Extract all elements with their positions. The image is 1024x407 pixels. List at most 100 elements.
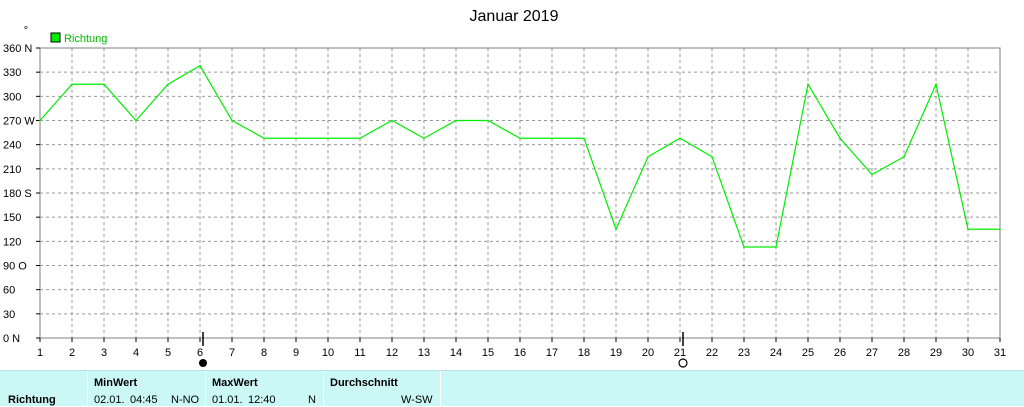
chart-title: Januar 2019 — [470, 8, 559, 25]
data-point — [71, 83, 73, 86]
y-tick-label: 240 — [3, 140, 21, 152]
data-point — [519, 137, 521, 140]
x-tick-label: 12 — [386, 347, 398, 359]
data-point — [551, 137, 553, 140]
x-tick-label: 18 — [578, 347, 590, 359]
x-tick-label: 15 — [482, 347, 494, 359]
x-tick-label: 10 — [322, 347, 334, 359]
max-date: 01.01. — [212, 394, 243, 406]
data-point — [295, 137, 297, 140]
x-tick-label: 6 — [197, 347, 203, 359]
stats-row-label-cell: Richtung — [0, 371, 88, 407]
legend: Richtung — [50, 32, 107, 45]
data-point — [487, 119, 489, 122]
data-point — [39, 119, 41, 122]
x-tick-label: 13 — [418, 347, 430, 359]
y-tick-label: 330 — [3, 67, 21, 79]
x-tick-label: 2 — [69, 347, 75, 359]
x-tick-label: 8 — [261, 347, 267, 359]
stats-row-label: Richtung — [8, 394, 56, 406]
y-tick-label: 300 — [3, 91, 21, 103]
x-tick-label: 7 — [229, 347, 235, 359]
x-tick-label: 28 — [898, 347, 910, 359]
legend-swatch — [50, 32, 61, 43]
data-point — [647, 155, 649, 158]
x-tick-label: 14 — [450, 347, 462, 359]
min-value: N-NO — [171, 394, 200, 406]
data-point — [199, 64, 201, 67]
data-point — [167, 83, 169, 86]
max-time: 12:40 — [248, 394, 276, 406]
data-point — [775, 246, 777, 248]
min-date: 02.01. — [94, 394, 125, 406]
data-point — [231, 119, 233, 122]
y-tick-label: 90 O — [3, 261, 27, 273]
y-tick-label: 360 N — [3, 43, 32, 55]
x-tick-label: 19 — [610, 347, 622, 359]
y-tick-label: 60 — [3, 285, 15, 297]
avg-cell: Durchschnitt W-SW — [324, 371, 441, 407]
x-tick-label: 31 — [994, 347, 1006, 359]
y-tick-label: 30 — [3, 309, 15, 321]
min-cell: MinWert 02.01. 04:45 N-NO — [88, 371, 206, 407]
data-point — [871, 173, 873, 176]
data-point — [583, 137, 585, 140]
new-moon-icon — [199, 359, 207, 367]
data-point — [263, 137, 265, 140]
x-tick-label: 25 — [802, 347, 814, 359]
y-tick-label: 210 — [3, 164, 21, 176]
x-tick-label: 9 — [293, 347, 299, 359]
x-tick-label: 11 — [354, 347, 365, 359]
y-tick-label: 270 W — [3, 116, 35, 128]
x-tick-label: 23 — [738, 347, 750, 359]
x-tick-label: 5 — [165, 347, 171, 359]
data-point — [679, 137, 681, 140]
x-tick-label: 30 — [962, 347, 974, 359]
x-tick-label: 29 — [930, 347, 942, 359]
data-point — [935, 83, 937, 86]
avg-value: W-SW — [401, 394, 433, 406]
x-tick-label: 26 — [834, 347, 846, 359]
data-point — [423, 137, 425, 140]
min-time: 04:45 — [130, 394, 158, 406]
x-tick-label: 4 — [133, 347, 139, 359]
stats-bar: Richtung MinWert 02.01. 04:45 N-NO MaxWe… — [0, 370, 1024, 407]
x-tick-label: 21 — [674, 347, 686, 359]
data-point — [135, 119, 137, 122]
data-point — [839, 137, 841, 140]
max-value: N — [308, 394, 316, 406]
data-point — [103, 83, 105, 86]
x-tick-label: 27 — [866, 347, 878, 359]
max-header: MaxWert — [212, 377, 258, 389]
y-tick-label: 0 N — [3, 333, 20, 345]
y-axis: 0 N 30 60 90 O 120 150 180 S 210 240 270 W 300 330 3… — [3, 43, 40, 345]
data-point — [327, 137, 329, 140]
x-tick-label: 20 — [642, 347, 654, 359]
data-point — [615, 228, 617, 231]
y-tick-label: 150 — [3, 212, 21, 224]
x-tick-label: 1 — [37, 347, 43, 359]
full-moon-icon — [678, 358, 688, 368]
series-richtung — [39, 64, 1001, 248]
x-tick-label: 17 — [546, 347, 558, 359]
data-point — [743, 246, 745, 248]
min-header: MinWert — [94, 377, 138, 389]
data-point — [359, 137, 361, 140]
data-point — [967, 228, 969, 231]
x-axis: 1 2 3 4 5 6 7 8 9 10 11 12 13 14 15 16 17 18 19 20 21 22 23 24 2… — [37, 338, 1006, 359]
data-point — [711, 155, 713, 158]
x-tick-label: 3 — [101, 347, 107, 359]
x-tick-label: 22 — [706, 347, 718, 359]
data-point — [903, 155, 905, 158]
legend-label: Richtung — [64, 33, 107, 45]
moon-phases — [199, 332, 688, 368]
y-tick-label: 120 — [3, 236, 21, 248]
data-point — [999, 228, 1001, 231]
data-point — [391, 119, 393, 122]
x-tick-label: 24 — [770, 347, 782, 359]
max-cell: MaxWert 01.01. 12:40 N — [206, 371, 324, 407]
data-point — [455, 119, 457, 122]
y-axis-unit: ° — [24, 25, 28, 37]
y-tick-label: 180 S — [3, 188, 32, 200]
